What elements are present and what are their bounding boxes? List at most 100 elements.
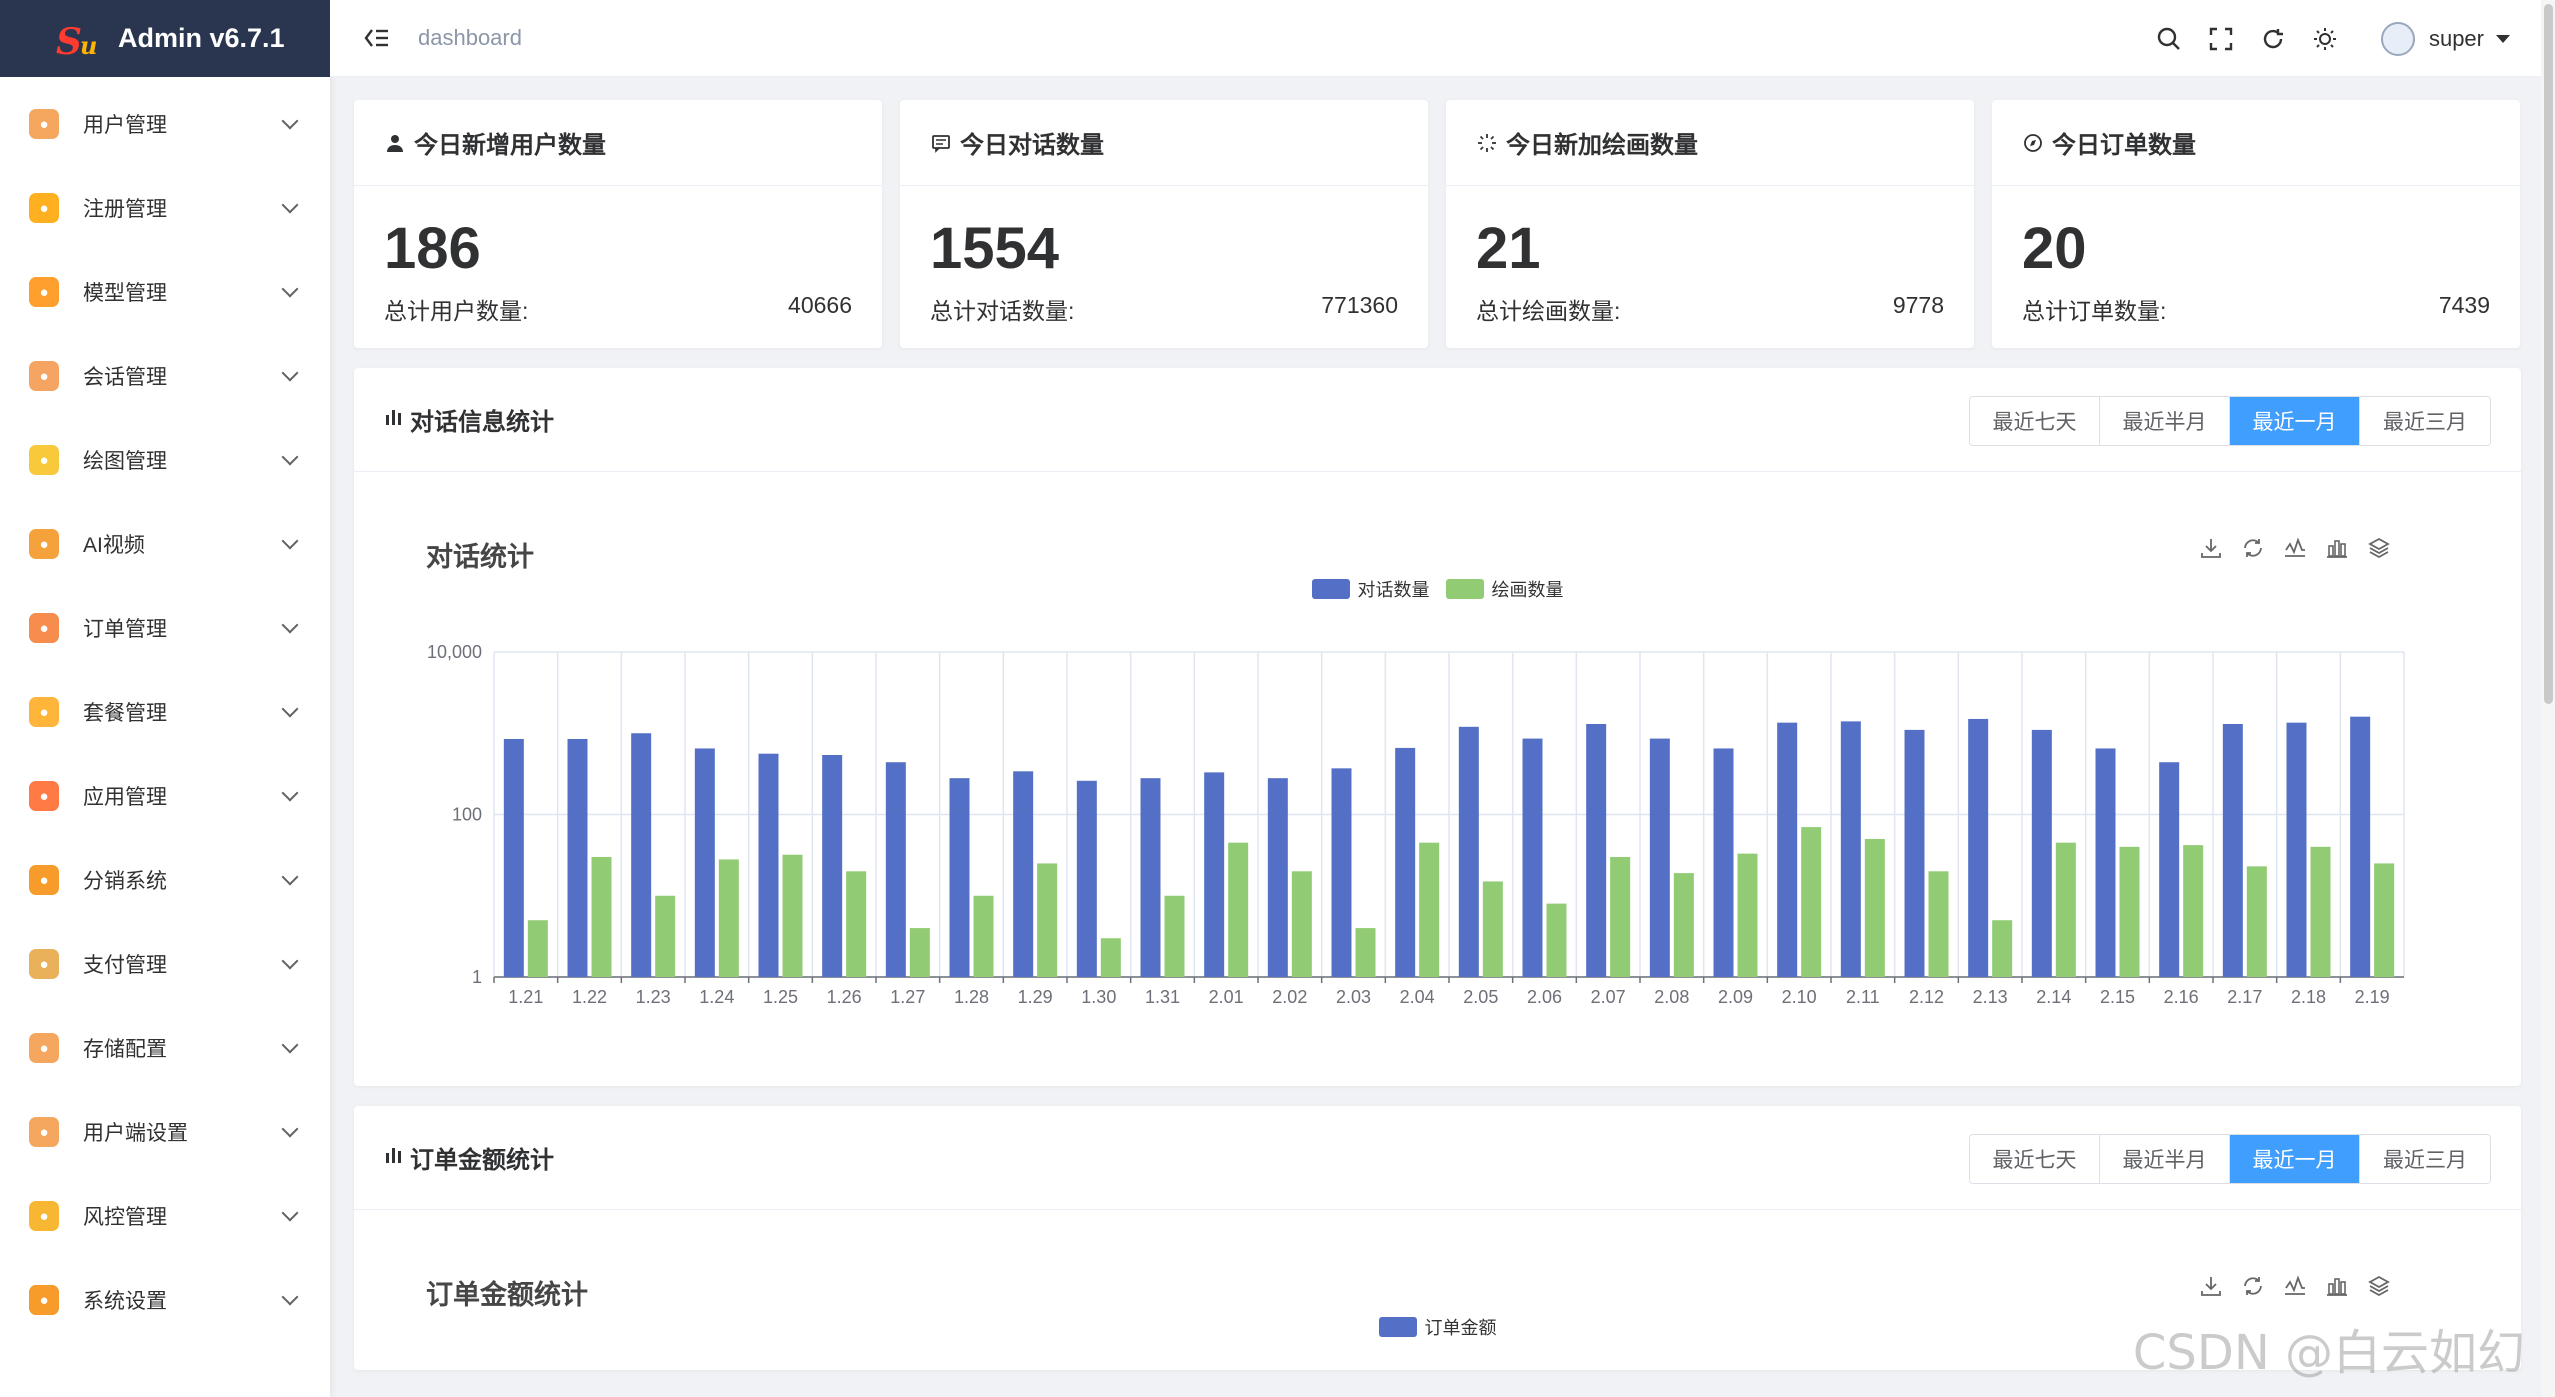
bar[interactable] bbox=[1267, 778, 1288, 977]
bar[interactable] bbox=[1140, 778, 1161, 977]
bar[interactable] bbox=[2031, 729, 2052, 977]
bar[interactable] bbox=[1228, 842, 1249, 977]
bar[interactable] bbox=[503, 738, 524, 977]
restore-icon[interactable] bbox=[2239, 1272, 2267, 1300]
theme-sun-icon[interactable] bbox=[2309, 23, 2341, 55]
bar[interactable] bbox=[885, 762, 906, 977]
bar[interactable] bbox=[1100, 938, 1121, 977]
bar-switch-icon[interactable] bbox=[2323, 1272, 2351, 1300]
stack-icon[interactable] bbox=[2365, 534, 2393, 562]
bar[interactable] bbox=[2222, 723, 2243, 977]
legend-item[interactable]: 绘画数量 bbox=[1445, 576, 1564, 602]
bar[interactable] bbox=[655, 895, 676, 977]
bar[interactable] bbox=[1777, 722, 1798, 977]
bar[interactable] bbox=[1395, 747, 1416, 977]
range-button[interactable]: 最近三月 bbox=[2360, 397, 2490, 445]
download-icon[interactable] bbox=[2197, 534, 2225, 562]
bar[interactable] bbox=[718, 859, 739, 977]
bar-switch-icon[interactable] bbox=[2323, 534, 2351, 562]
bar[interactable] bbox=[2119, 846, 2140, 977]
range-button[interactable]: 最近半月 bbox=[2100, 1135, 2230, 1183]
bar[interactable] bbox=[1840, 721, 1861, 977]
bar[interactable] bbox=[1610, 856, 1631, 977]
bar[interactable] bbox=[949, 778, 970, 977]
sidebar-item[interactable]: ● 应用管理 bbox=[0, 754, 330, 838]
download-icon[interactable] bbox=[2197, 1272, 2225, 1300]
bar[interactable] bbox=[694, 748, 715, 977]
bar[interactable] bbox=[782, 854, 803, 977]
bar[interactable] bbox=[1713, 748, 1734, 977]
bar[interactable] bbox=[631, 733, 652, 977]
bar[interactable] bbox=[1458, 726, 1479, 977]
range-button[interactable]: 最近七天 bbox=[1970, 1135, 2100, 1183]
bar[interactable] bbox=[1331, 768, 1352, 977]
range-button[interactable]: 最近三月 bbox=[2360, 1135, 2490, 1183]
range-button[interactable]: 最近一月 bbox=[2230, 397, 2360, 445]
legend-item[interactable]: 对话数量 bbox=[1311, 576, 1430, 602]
bar[interactable] bbox=[2095, 748, 2116, 977]
bar[interactable] bbox=[1355, 928, 1376, 977]
bar[interactable] bbox=[2374, 863, 2395, 977]
sidebar-item[interactable]: ● 会话管理 bbox=[0, 334, 330, 418]
bar[interactable] bbox=[1164, 895, 1185, 977]
bar[interactable] bbox=[846, 871, 867, 977]
bar[interactable] bbox=[527, 920, 548, 977]
bar[interactable] bbox=[1204, 772, 1225, 977]
collapse-menu-icon[interactable] bbox=[360, 22, 392, 54]
range-button[interactable]: 最近半月 bbox=[2100, 397, 2230, 445]
user-menu[interactable]: super bbox=[2380, 21, 2510, 56]
bar[interactable] bbox=[1737, 853, 1758, 977]
bar[interactable] bbox=[822, 754, 843, 977]
sidebar-item[interactable]: ● 风控管理 bbox=[0, 1174, 330, 1258]
bar[interactable] bbox=[2350, 716, 2371, 977]
bar[interactable] bbox=[1673, 873, 1694, 977]
sidebar-item[interactable]: ● 套餐管理 bbox=[0, 670, 330, 754]
bar[interactable] bbox=[1076, 780, 1097, 977]
bar[interactable] bbox=[1904, 729, 1925, 977]
bar[interactable] bbox=[1586, 723, 1607, 977]
search-icon[interactable] bbox=[2153, 23, 2185, 55]
bar[interactable] bbox=[909, 928, 930, 977]
bar[interactable] bbox=[1992, 920, 2013, 977]
sidebar-item[interactable]: ● 存储配置 bbox=[0, 1006, 330, 1090]
sidebar-item[interactable]: ● 绘图管理 bbox=[0, 418, 330, 502]
range-button[interactable]: 最近七天 bbox=[1970, 397, 2100, 445]
bar[interactable] bbox=[1649, 738, 1670, 977]
bar[interactable] bbox=[591, 856, 612, 977]
bar[interactable] bbox=[2055, 842, 2076, 977]
range-button[interactable]: 最近一月 bbox=[2230, 1135, 2360, 1183]
bar[interactable] bbox=[1522, 738, 1543, 977]
sidebar-item[interactable]: ● 订单管理 bbox=[0, 586, 330, 670]
sidebar-item[interactable]: ● 模型管理 bbox=[0, 250, 330, 334]
page-scrollbar[interactable] bbox=[2541, 0, 2555, 1397]
line-chart-icon[interactable] bbox=[2281, 534, 2309, 562]
legend-item[interactable]: 订单金额 bbox=[1378, 1314, 1497, 1340]
bar[interactable] bbox=[2183, 845, 2204, 977]
sidebar-item[interactable]: ● 用户端设置 bbox=[0, 1090, 330, 1174]
stack-icon[interactable] bbox=[2365, 1272, 2393, 1300]
bar[interactable] bbox=[2159, 762, 2180, 977]
sidebar-item[interactable]: ● 分销系统 bbox=[0, 838, 330, 922]
bar[interactable] bbox=[1546, 903, 1567, 977]
bar[interactable] bbox=[1801, 827, 1822, 977]
bar[interactable] bbox=[1968, 718, 1989, 977]
bar[interactable] bbox=[1928, 871, 1949, 977]
bar[interactable] bbox=[2286, 722, 2307, 977]
refresh-icon[interactable] bbox=[2257, 23, 2289, 55]
bar[interactable] bbox=[567, 738, 588, 977]
bar[interactable] bbox=[1291, 871, 1312, 977]
fullscreen-icon[interactable] bbox=[2205, 23, 2237, 55]
bar[interactable] bbox=[1864, 838, 1885, 977]
sidebar-item[interactable]: ● 系统设置 bbox=[0, 1258, 330, 1342]
bar[interactable] bbox=[1037, 863, 1058, 977]
restore-icon[interactable] bbox=[2239, 534, 2267, 562]
bar[interactable] bbox=[973, 895, 994, 977]
bar[interactable] bbox=[1013, 771, 1034, 977]
scrollbar-thumb[interactable] bbox=[2544, 4, 2553, 704]
bar[interactable] bbox=[2246, 866, 2267, 977]
bar[interactable] bbox=[1482, 881, 1503, 977]
line-chart-icon[interactable] bbox=[2281, 1272, 2309, 1300]
bar[interactable] bbox=[2310, 846, 2331, 977]
breadcrumb[interactable]: dashboard bbox=[418, 25, 522, 50]
